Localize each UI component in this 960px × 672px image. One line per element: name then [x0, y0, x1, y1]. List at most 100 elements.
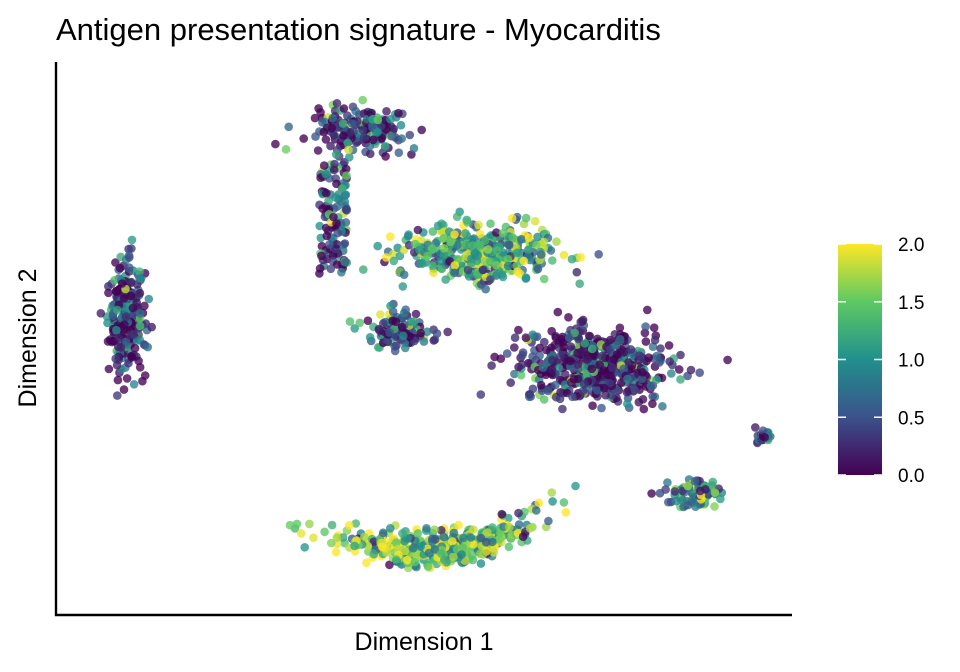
scatter-point	[350, 324, 360, 333]
scatter-point	[333, 228, 343, 238]
scatter-point	[448, 537, 457, 546]
scatter-point	[597, 403, 606, 413]
scatter-point	[400, 537, 409, 546]
scatter-point	[641, 322, 650, 331]
scatter-point	[129, 380, 139, 389]
scatter-point	[362, 558, 371, 567]
scatter-point	[327, 520, 337, 530]
scatter-point	[453, 240, 462, 250]
scatter-point	[351, 519, 361, 528]
scatter-point	[443, 327, 453, 337]
scatter-point	[594, 250, 603, 259]
scatter-point	[508, 233, 517, 242]
scatter-point	[332, 260, 342, 269]
scatter-point	[534, 498, 544, 508]
scatter-point	[532, 240, 541, 250]
scatter-point	[358, 125, 368, 135]
scatter-point	[394, 108, 403, 118]
scatter-point	[430, 525, 439, 534]
scatter-point	[664, 497, 673, 507]
scatter-point	[619, 348, 629, 357]
scatter-point	[437, 549, 446, 558]
scatter-point	[486, 219, 495, 228]
scatter-point	[144, 294, 154, 304]
scatter-point	[305, 519, 314, 529]
scatter-point	[332, 219, 341, 228]
scatter-point	[386, 232, 395, 241]
scatter-point	[497, 509, 507, 519]
scatter-point	[468, 551, 477, 560]
scatter-point	[359, 265, 368, 274]
scatter-point	[341, 257, 350, 267]
scatter-point	[623, 374, 632, 384]
scatter-point	[377, 542, 387, 552]
scatter-point	[552, 237, 561, 246]
scatter-point	[574, 334, 583, 344]
scatter-point	[676, 350, 685, 360]
scatter-point	[466, 533, 476, 542]
scatter-point	[519, 256, 529, 266]
scatter-point	[120, 320, 129, 329]
scatter-point	[332, 240, 342, 249]
colorbar-tick-label: 1.5	[898, 293, 924, 314]
scatter-point	[104, 364, 114, 374]
scatter-point	[514, 508, 523, 518]
scatter-point	[339, 131, 348, 140]
scatter-point	[438, 234, 448, 243]
scatter-point	[457, 550, 466, 559]
scatter-point	[716, 494, 725, 504]
scatter-point	[536, 380, 546, 390]
scatter-point	[652, 375, 661, 384]
scatter-point	[135, 321, 145, 331]
scatter-point	[559, 342, 568, 352]
scatter-point	[409, 144, 419, 153]
scatter-point	[132, 298, 142, 308]
scatter-point	[416, 542, 426, 551]
scatter-point	[496, 528, 505, 538]
scatter-point	[474, 220, 483, 230]
scatter-point	[683, 481, 693, 491]
scatter-point	[585, 331, 594, 341]
scatter-point	[606, 335, 615, 345]
scatter-point	[355, 318, 365, 328]
scatter-point	[510, 369, 519, 379]
colorbar-tick-label: 0.5	[898, 408, 924, 429]
scatter-point	[449, 528, 459, 538]
scatter-point	[539, 274, 549, 284]
scatter-point	[469, 525, 478, 534]
scatter-point	[622, 387, 632, 397]
scatter-point	[338, 119, 348, 128]
scatter-point	[638, 395, 648, 404]
scatter-point	[315, 221, 325, 231]
scatter-point	[483, 245, 493, 254]
scatter-point	[473, 270, 482, 280]
scatter-point	[573, 360, 583, 369]
scatter-point	[401, 343, 410, 353]
scatter-point	[487, 361, 496, 370]
scatter-point	[428, 534, 437, 544]
scatter-point	[516, 370, 526, 380]
scatter-point	[535, 351, 544, 360]
scatter-point	[292, 519, 302, 529]
scatter-point	[397, 322, 407, 332]
scatter-point	[439, 244, 449, 253]
scatter-point	[417, 258, 426, 268]
scatter-point	[639, 404, 649, 414]
scatter-point	[607, 390, 616, 400]
scatter-point	[530, 216, 540, 226]
scatter-point	[760, 433, 769, 442]
scatter-point	[478, 265, 488, 275]
scatter-point	[127, 353, 137, 362]
scatter-point	[104, 288, 113, 298]
scatter-point	[518, 348, 528, 357]
scatter-point	[758, 426, 768, 436]
scatter-point	[422, 327, 432, 337]
scatter-point	[583, 355, 592, 364]
scatter-point	[492, 246, 502, 255]
scatter-point	[391, 555, 401, 564]
scatter-point	[430, 545, 440, 554]
scatter-point	[469, 539, 478, 549]
scatter-point	[626, 345, 636, 354]
scatter-point	[521, 213, 531, 223]
scatter-point	[378, 528, 388, 538]
